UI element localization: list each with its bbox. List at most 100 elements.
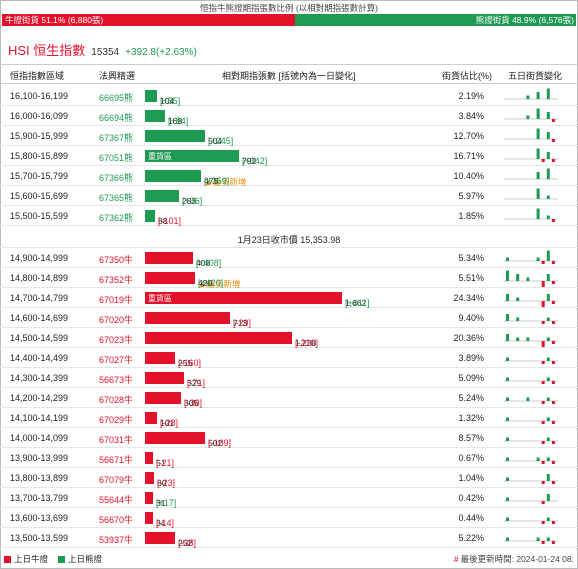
sparkline-bar-down <box>541 321 545 324</box>
row-code-link[interactable]: 67362熊 <box>99 213 134 223</box>
sparkline-bar-down <box>551 401 555 404</box>
table-row: 14,200-14,299 67028牛 305 [-38] 5.24% <box>0 388 578 408</box>
legend-bear-swatch <box>58 556 66 563</box>
sparkline-bar-up <box>526 337 530 341</box>
sparkline-bar-up <box>506 270 509 281</box>
contracts-value: 31 <box>156 498 166 508</box>
contracts-value: 305 <box>184 398 199 408</box>
table-row: 13,900-13,999 56671牛 51 [-21] 0.67% <box>0 448 578 468</box>
sparkline-bar-up <box>546 337 550 341</box>
row-code-link[interactable]: 53937牛 <box>99 535 134 545</box>
sparkline-bar-up <box>546 274 550 281</box>
sparkline-bar-up <box>546 132 550 139</box>
sparkline-bar-up <box>506 377 509 381</box>
contracts-value: 255 <box>178 358 193 368</box>
sparkline-bar-down <box>541 441 545 444</box>
contracts-delta: [+411] <box>345 298 370 308</box>
row-code-link[interactable]: 67031牛 <box>99 435 134 445</box>
row-code-link[interactable]: 67029牛 <box>99 415 134 425</box>
row-code-link[interactable]: 67079牛 <box>99 475 134 485</box>
contracts-delta: [+36] <box>182 196 203 206</box>
bull-ratio-segment: 牛證街貨 51.1% (6,880張) <box>2 14 296 26</box>
row-code-link[interactable]: 67350牛 <box>99 255 134 265</box>
row-code-link[interactable]: 67023牛 <box>99 335 134 345</box>
row-code-link[interactable]: 66695熊 <box>99 93 134 103</box>
sparkline-bar-up <box>506 257 509 261</box>
table-row: 14,900-14,999 67350牛 408 [+408] 5.34% <box>0 248 578 268</box>
five-day-sparkline <box>504 377 558 384</box>
sparkline-bar-down <box>551 321 555 324</box>
sparkline-bar-down <box>541 301 545 307</box>
row-code-link[interactable]: 67020牛 <box>99 315 134 325</box>
page-title: 恒指牛熊證期指張數比例 (以相對期指張數計算) <box>199 3 379 13</box>
row-code-link[interactable]: 67027牛 <box>99 355 134 365</box>
row-code-link[interactable]: 67365熊 <box>99 193 134 203</box>
contracts-delta: [+55] <box>160 96 181 106</box>
sparkline-bar-up <box>546 357 550 361</box>
row-pct: 1.85% <box>458 211 484 221</box>
sparkline-bar-down <box>541 381 545 384</box>
row-code-link[interactable]: 56671牛 <box>99 455 134 465</box>
sparkline-bar-down <box>551 341 555 344</box>
row-range: 13,900-13,999 <box>10 453 69 463</box>
table-row: 14,000-14,099 67031牛 502 [-109] 8.57% <box>0 428 578 448</box>
row-code-link[interactable]: 67051熊 <box>99 153 134 163</box>
hash-icon: # <box>453 554 459 564</box>
row-code-link[interactable]: 56670牛 <box>99 515 134 525</box>
contracts-value: 1,238 <box>295 338 317 348</box>
sparkline-bar-up <box>546 294 550 301</box>
row-pct: 3.89% <box>458 353 484 363</box>
row-range: 14,600-14,699 <box>10 313 69 323</box>
row-pct: 5.97% <box>458 191 484 201</box>
contracts-value: 88 <box>158 216 168 226</box>
row-code-link[interactable]: 67019牛 <box>99 295 134 305</box>
row-code-link[interactable]: 67028牛 <box>99 395 134 405</box>
sparkline-bar-down <box>541 461 545 464</box>
five-day-sparkline <box>504 188 558 200</box>
sparkline-bar-down <box>541 159 545 162</box>
sparkline-bar-down <box>541 361 545 364</box>
sparkline-bar-down <box>541 501 545 504</box>
sparkline-bar-down <box>551 119 555 122</box>
row-code-link[interactable]: 55644牛 <box>99 495 134 505</box>
contracts-bar <box>145 252 193 264</box>
row-code-link[interactable]: 67352牛 <box>99 275 134 285</box>
five-day-sparkline <box>504 457 558 464</box>
contracts-bar <box>145 332 292 344</box>
sparkline-bar-up <box>506 314 509 321</box>
table-row: 14,600-14,699 67020牛 713 [-29] 9.40% <box>0 308 578 328</box>
row-pct: 1.04% <box>458 473 484 483</box>
five-day-sparkline <box>504 437 558 444</box>
five-day-sparkline <box>504 294 558 307</box>
row-range: 14,300-14,399 <box>10 373 69 383</box>
row-pct: 2.19% <box>458 91 484 101</box>
row-range: 14,500-14,599 <box>10 333 69 343</box>
sparkline-bar-up <box>536 457 540 461</box>
five-day-sparkline <box>504 417 558 424</box>
contracts-value: 101 <box>160 418 175 428</box>
sparkline-bar-up <box>536 108 540 119</box>
sparkline-bar-up <box>506 334 509 341</box>
sparkline-bar-up <box>546 250 550 261</box>
five-day-sparkline <box>504 494 558 504</box>
sparkline-bar-up <box>536 208 540 219</box>
heavy-zone-tag: 重貨區 <box>148 152 172 161</box>
row-code-link[interactable]: 67366熊 <box>99 173 134 183</box>
sparkline-bar-up <box>506 397 509 401</box>
sparkline-bar-up <box>546 417 550 421</box>
legend-bull: 上日牛證 <box>4 553 48 565</box>
row-code-link[interactable]: 56673牛 <box>99 375 134 385</box>
sparkline-bar-down <box>551 139 555 142</box>
sparkline-bar-up <box>506 517 509 521</box>
contracts-delta: [-14] <box>156 518 175 528</box>
index-name[interactable]: HSI 恒生指數 <box>8 43 86 58</box>
contracts-delta: [+245] <box>208 136 234 146</box>
row-code-link[interactable]: 66694熊 <box>99 113 134 123</box>
contracts-bar <box>145 130 205 142</box>
five-day-sparkline <box>504 334 558 347</box>
row-code-link[interactable]: 67367熊 <box>99 133 134 143</box>
sparkline-bar-down <box>551 261 555 264</box>
sparkline-bar-up <box>526 397 530 401</box>
row-range: 14,000-14,099 <box>10 433 69 443</box>
contracts-delta: [-210] <box>295 338 319 348</box>
